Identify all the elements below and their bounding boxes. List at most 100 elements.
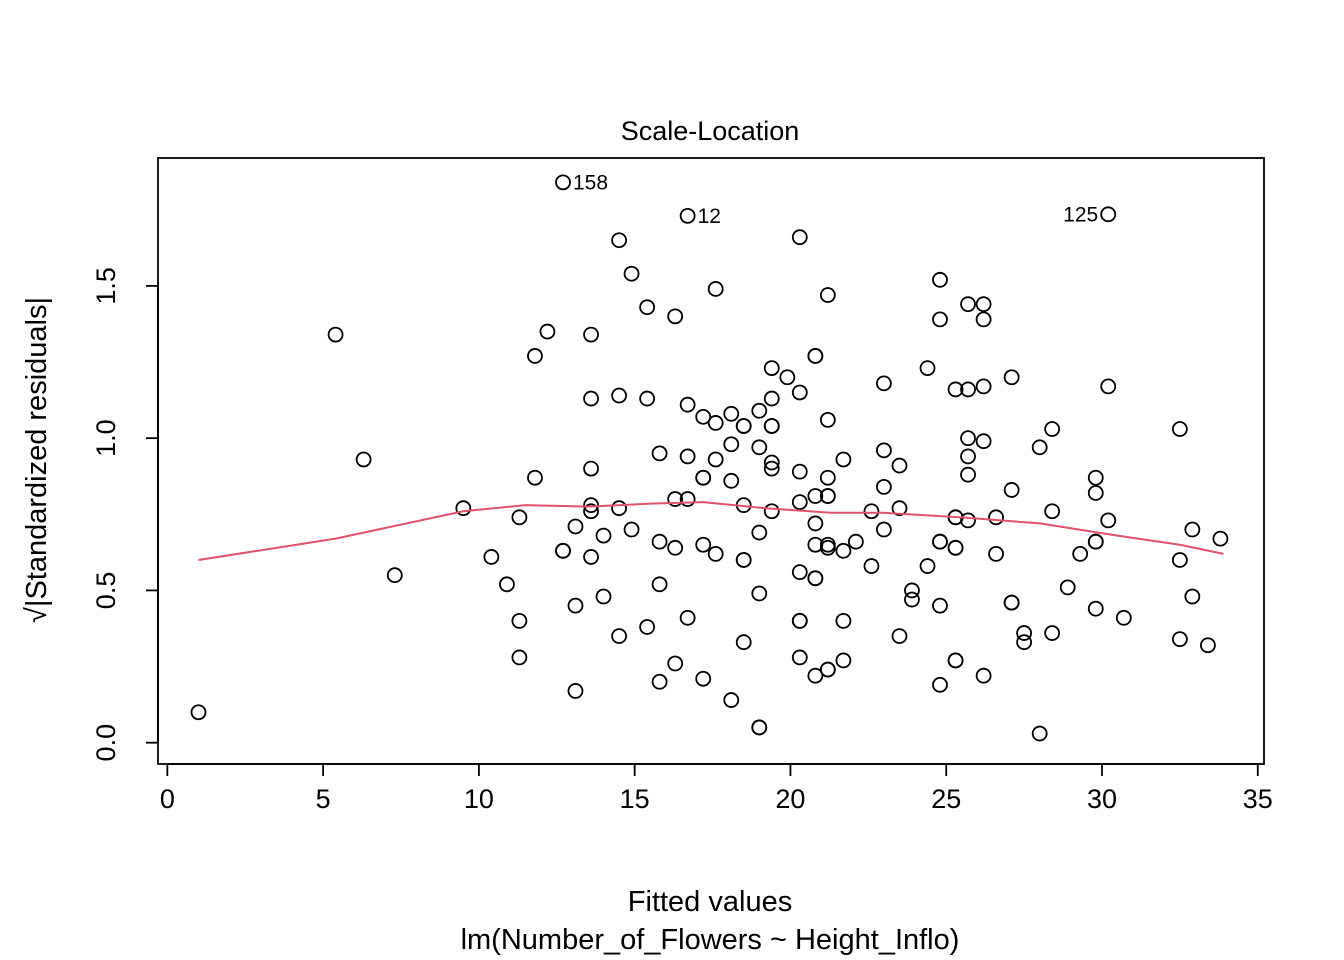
data-point	[1003, 369, 1020, 386]
y-tick-label: 1.0	[91, 419, 121, 457]
data-point	[763, 390, 780, 407]
data-point	[791, 649, 808, 666]
data-point	[947, 539, 964, 556]
data-point	[835, 542, 852, 559]
data-point	[819, 411, 836, 428]
data-point	[975, 667, 992, 684]
data-point	[595, 588, 612, 605]
data-point	[919, 360, 936, 377]
data-point	[807, 488, 824, 504]
data-point	[679, 491, 696, 507]
x-axis: 0 5 10 15 20 25 30 35	[160, 763, 1273, 814]
data-point	[386, 567, 403, 584]
data-point	[975, 378, 992, 395]
data-point	[1059, 579, 1076, 596]
data-point	[1171, 631, 1188, 648]
x-tick-label: 0	[160, 784, 175, 814]
data-point	[667, 539, 684, 556]
x-tick-label: 15	[620, 784, 650, 814]
x-axis-title: Fitted values	[628, 886, 792, 918]
data-point	[1016, 625, 1033, 641]
data-point	[791, 494, 808, 511]
data-point	[932, 533, 948, 550]
data-point	[667, 655, 684, 672]
data-point	[511, 649, 528, 666]
data-point	[539, 323, 556, 340]
data-point	[611, 628, 627, 645]
data-point	[763, 503, 780, 520]
data-point	[651, 576, 668, 593]
data-point	[1100, 512, 1117, 529]
data-point	[1087, 485, 1104, 501]
data-point	[819, 469, 836, 486]
data-point	[327, 326, 344, 343]
data-point	[583, 326, 599, 343]
point-label: 125	[1063, 203, 1098, 226]
data-point	[735, 634, 752, 651]
labeled-data-point	[1100, 206, 1117, 223]
data-point	[1184, 521, 1201, 538]
data-point	[932, 676, 948, 693]
data-point	[960, 430, 976, 447]
data-point	[707, 545, 724, 562]
data-point	[1200, 637, 1216, 654]
data-point	[723, 472, 740, 489]
data-point	[763, 360, 780, 377]
x-tick-label: 5	[316, 784, 331, 814]
data-point	[567, 597, 584, 614]
data-point	[1171, 421, 1188, 437]
data-point	[1003, 594, 1020, 611]
point-label: 158	[573, 171, 608, 194]
data-point	[611, 500, 627, 517]
data-point	[960, 381, 976, 398]
data-point	[751, 439, 768, 456]
data-point	[1016, 634, 1033, 651]
data-point	[975, 311, 992, 328]
data-point	[947, 381, 964, 398]
data-point	[960, 296, 976, 313]
data-point	[455, 500, 472, 517]
data-point	[947, 652, 964, 669]
data-point	[819, 287, 836, 303]
data-point	[639, 390, 656, 407]
data-point	[1087, 600, 1104, 617]
x-tick-label: 35	[1243, 784, 1273, 814]
data-point	[1044, 503, 1061, 520]
data-point	[891, 457, 908, 474]
data-point	[651, 673, 668, 690]
data-point	[863, 558, 880, 574]
data-point	[583, 549, 599, 565]
data-point	[527, 469, 543, 486]
data-point	[639, 299, 656, 316]
x-tick-label: 20	[775, 784, 805, 814]
data-point	[695, 469, 712, 486]
data-point	[791, 229, 808, 246]
data-point	[651, 445, 668, 462]
data-point	[932, 597, 948, 614]
data-point	[876, 478, 892, 495]
data-point	[499, 576, 515, 593]
data-point	[511, 612, 528, 629]
data-point	[651, 533, 668, 550]
data-point	[751, 402, 768, 419]
data-point	[960, 448, 976, 465]
x-tick-label: 10	[464, 784, 494, 814]
data-points	[190, 229, 1229, 742]
data-point	[1100, 378, 1117, 395]
data-point	[975, 433, 992, 450]
data-point	[723, 692, 740, 708]
x-tick-label: 25	[931, 784, 961, 814]
data-point	[583, 503, 599, 520]
data-point	[511, 509, 528, 526]
chart-subtitle: lm(Number_of_Flowers ~ Height_Inflo)	[461, 924, 960, 956]
plot-frame	[157, 157, 1265, 765]
data-point	[1115, 609, 1132, 626]
data-point	[819, 661, 836, 678]
data-point	[904, 582, 920, 599]
data-point	[623, 521, 640, 538]
data-point	[555, 542, 571, 559]
data-point	[667, 491, 684, 507]
data-point	[611, 387, 627, 404]
data-point	[876, 442, 892, 459]
